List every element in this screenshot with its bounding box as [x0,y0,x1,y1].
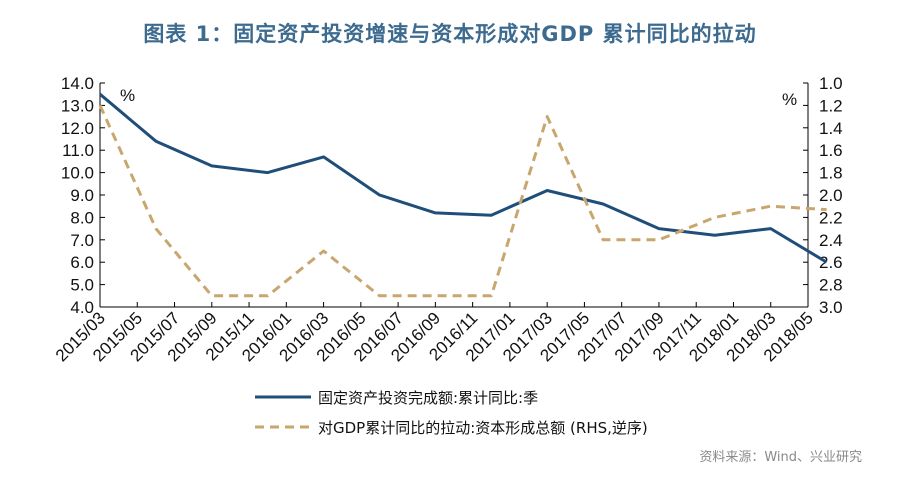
right-tick-label: 2.6 [819,253,843,272]
legend-label-investment: 固定资产投资完成额:累计同比:季 [318,389,538,407]
left-tick-label: 6.0 [70,253,94,272]
left-tick-label: 12.0 [61,119,94,138]
right-tick-label: 1.8 [819,164,843,183]
right-tick-label: 2.2 [819,208,843,227]
right-unit-label: % [782,90,797,109]
left-tick-label: 10.0 [61,164,94,183]
left-tick-label: 9.0 [70,186,94,205]
right-tick-label: 2.0 [819,186,843,205]
left-unit-label: % [120,86,135,105]
source-note: 资料来源：Wind、兴业研究 [699,450,862,465]
left-tick-label: 4.0 [70,298,94,317]
left-tick-label: 13.0 [61,96,94,115]
series-line-capital-formation [98,104,827,298]
left-tick-label: 7.0 [70,231,94,250]
right-tick-label: 1.6 [819,141,843,160]
left-tick-label: 5.0 [70,276,94,295]
right-tick-label: 1.4 [819,119,843,138]
left-tick-label: 8.0 [70,208,94,227]
right-tick-label: 3.0 [819,298,843,317]
right-tick-label: 2.8 [819,276,843,295]
left-tick-label: 14.0 [61,74,94,93]
right-tick-label: 2.4 [819,231,843,250]
chart-title: 图表 1：固定资产投资增速与资本形成对GDP 累计同比的拉动 [143,22,757,46]
left-tick-label: 11.0 [62,141,94,160]
legend-label-capital-formation: 对GDP累计同比的拉动:资本形成总额 (RHS,逆序) [318,419,648,437]
right-tick-label: 1.0 [819,74,843,93]
series-line-investment [99,93,828,264]
right-tick-label: 1.2 [819,96,843,115]
